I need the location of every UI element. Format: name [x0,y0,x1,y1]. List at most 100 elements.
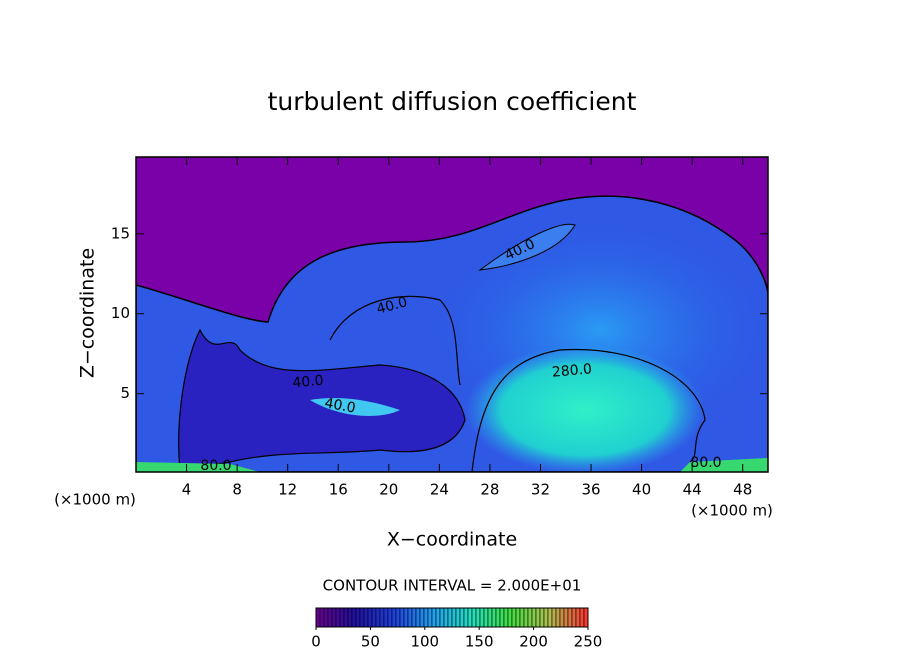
y-tick-label: 10 [111,304,130,322]
colorbar-cell [335,607,341,628]
colorbar-cell [555,607,561,628]
colorbar-cell [451,607,457,628]
colorbar-cell [459,607,465,628]
colorbar-cell [347,607,353,628]
colorbar-cell [499,607,505,628]
colorbar-cell [567,607,573,628]
colorbar-cell [343,607,349,628]
colorbar-cell [323,607,329,628]
contour-label: 80.0 [690,455,721,471]
x-tick-label: 8 [232,481,242,499]
y-tick-label: 5 [120,384,130,402]
colorbar-cell [443,607,449,628]
colorbar-cell [511,607,517,628]
colorbar-cell [471,607,477,628]
colorbar-cell [575,607,581,628]
plot-frame [135,156,769,473]
colorbar-frame [315,607,589,628]
colorbar-cell [535,607,541,628]
colorbar-cell [351,607,357,628]
colorbar-cell [367,607,373,628]
colorbar-cell [531,607,537,628]
x-tick-label: 4 [182,481,192,499]
colorbar-cell [527,607,533,628]
colorbar-cell [483,607,489,628]
colorbar-cell [563,607,569,628]
colorbar-cell [479,607,485,628]
colorbar-tick-label: 100 [410,633,439,651]
colorbar-cell [411,607,417,628]
colorbar-cell [319,607,325,628]
colorbar-cell [331,607,337,628]
contour-label: 40.0 [292,373,324,392]
x-tick-label: 44 [683,481,702,499]
colorbar-tick-label: 0 [311,633,321,651]
contour-label: 280.0 [551,361,592,380]
colorbar-cell [387,607,393,628]
colorbar-tick-label: 50 [361,633,380,651]
colorbar-cell [543,607,549,628]
x-tick-label: 48 [733,481,752,499]
colorbar-cell [547,607,553,628]
x-tick-label: 36 [581,481,600,499]
colorbar-cell [439,607,445,628]
colorbar-cell [463,607,469,628]
colorbar-cell [395,607,401,628]
colorbar-cell [399,607,405,628]
colorbar-cell [551,607,557,628]
colorbar-cell [403,607,409,628]
colorbar-cell [507,607,513,628]
colorbar-cell [495,607,501,628]
colorbar-cell [475,607,481,628]
colorbar-cell [339,607,345,628]
colorbar-cell [327,607,333,628]
colorbar-cell [419,607,425,628]
colorbar-tick-label: 150 [465,633,494,651]
contour-label: 40.0 [323,395,356,416]
colorbar-cell [423,607,429,628]
colorbar-cell [407,607,413,628]
colorbar-cell [415,607,421,628]
y-axis-label: Z−coordinate [77,248,99,378]
colorbar-cell [435,607,441,628]
colorbar-cell [519,607,525,628]
x-tick-label: 16 [329,481,348,499]
colorbar-cell [391,607,397,628]
x-tick-label: 12 [278,481,297,499]
colorbar-cell [467,607,473,628]
x-tick-label: 24 [430,481,449,499]
x-tick-label: 20 [379,481,398,499]
contour-interval: CONTOUR INTERVAL = 2.000E+01 [323,577,582,595]
colorbar-cell [579,607,585,628]
colorbar-cell [447,607,453,628]
x-tick-label: 40 [632,481,651,499]
colorbar-cell [359,607,365,628]
colorbar-tick-label: 250 [574,633,603,651]
colorbar-cell [427,607,433,628]
colorbar-cell [571,607,577,628]
contour-label: 40.0 [375,294,409,318]
colorbar-cell [363,607,369,628]
x-tick-label: 28 [480,481,499,499]
colorbar-cell [379,607,385,628]
colorbar-cell [455,607,461,628]
contour-label: 80.0 [200,458,231,474]
colorbar-cell [491,607,497,628]
colorbar-cell [431,607,437,628]
colorbar-cell [539,607,545,628]
x-unit: (×1000 m) [691,502,773,520]
x-axis-label: X−coordinate [387,529,517,551]
colorbar-cell [523,607,529,628]
field [136,157,768,472]
colorbar-cell [355,607,361,628]
chart-title: turbulent diffusion coefficient [268,87,637,116]
colorbar-cell [371,607,377,628]
x-unit: (×1000 m) [54,491,136,509]
colorbar-cell [383,607,389,628]
colorbar-cell [375,607,381,628]
colorbar-tick-label: 200 [519,633,548,651]
x-tick-label: 32 [531,481,550,499]
colorbar-cell [503,607,509,628]
colorbar-cell [559,607,565,628]
